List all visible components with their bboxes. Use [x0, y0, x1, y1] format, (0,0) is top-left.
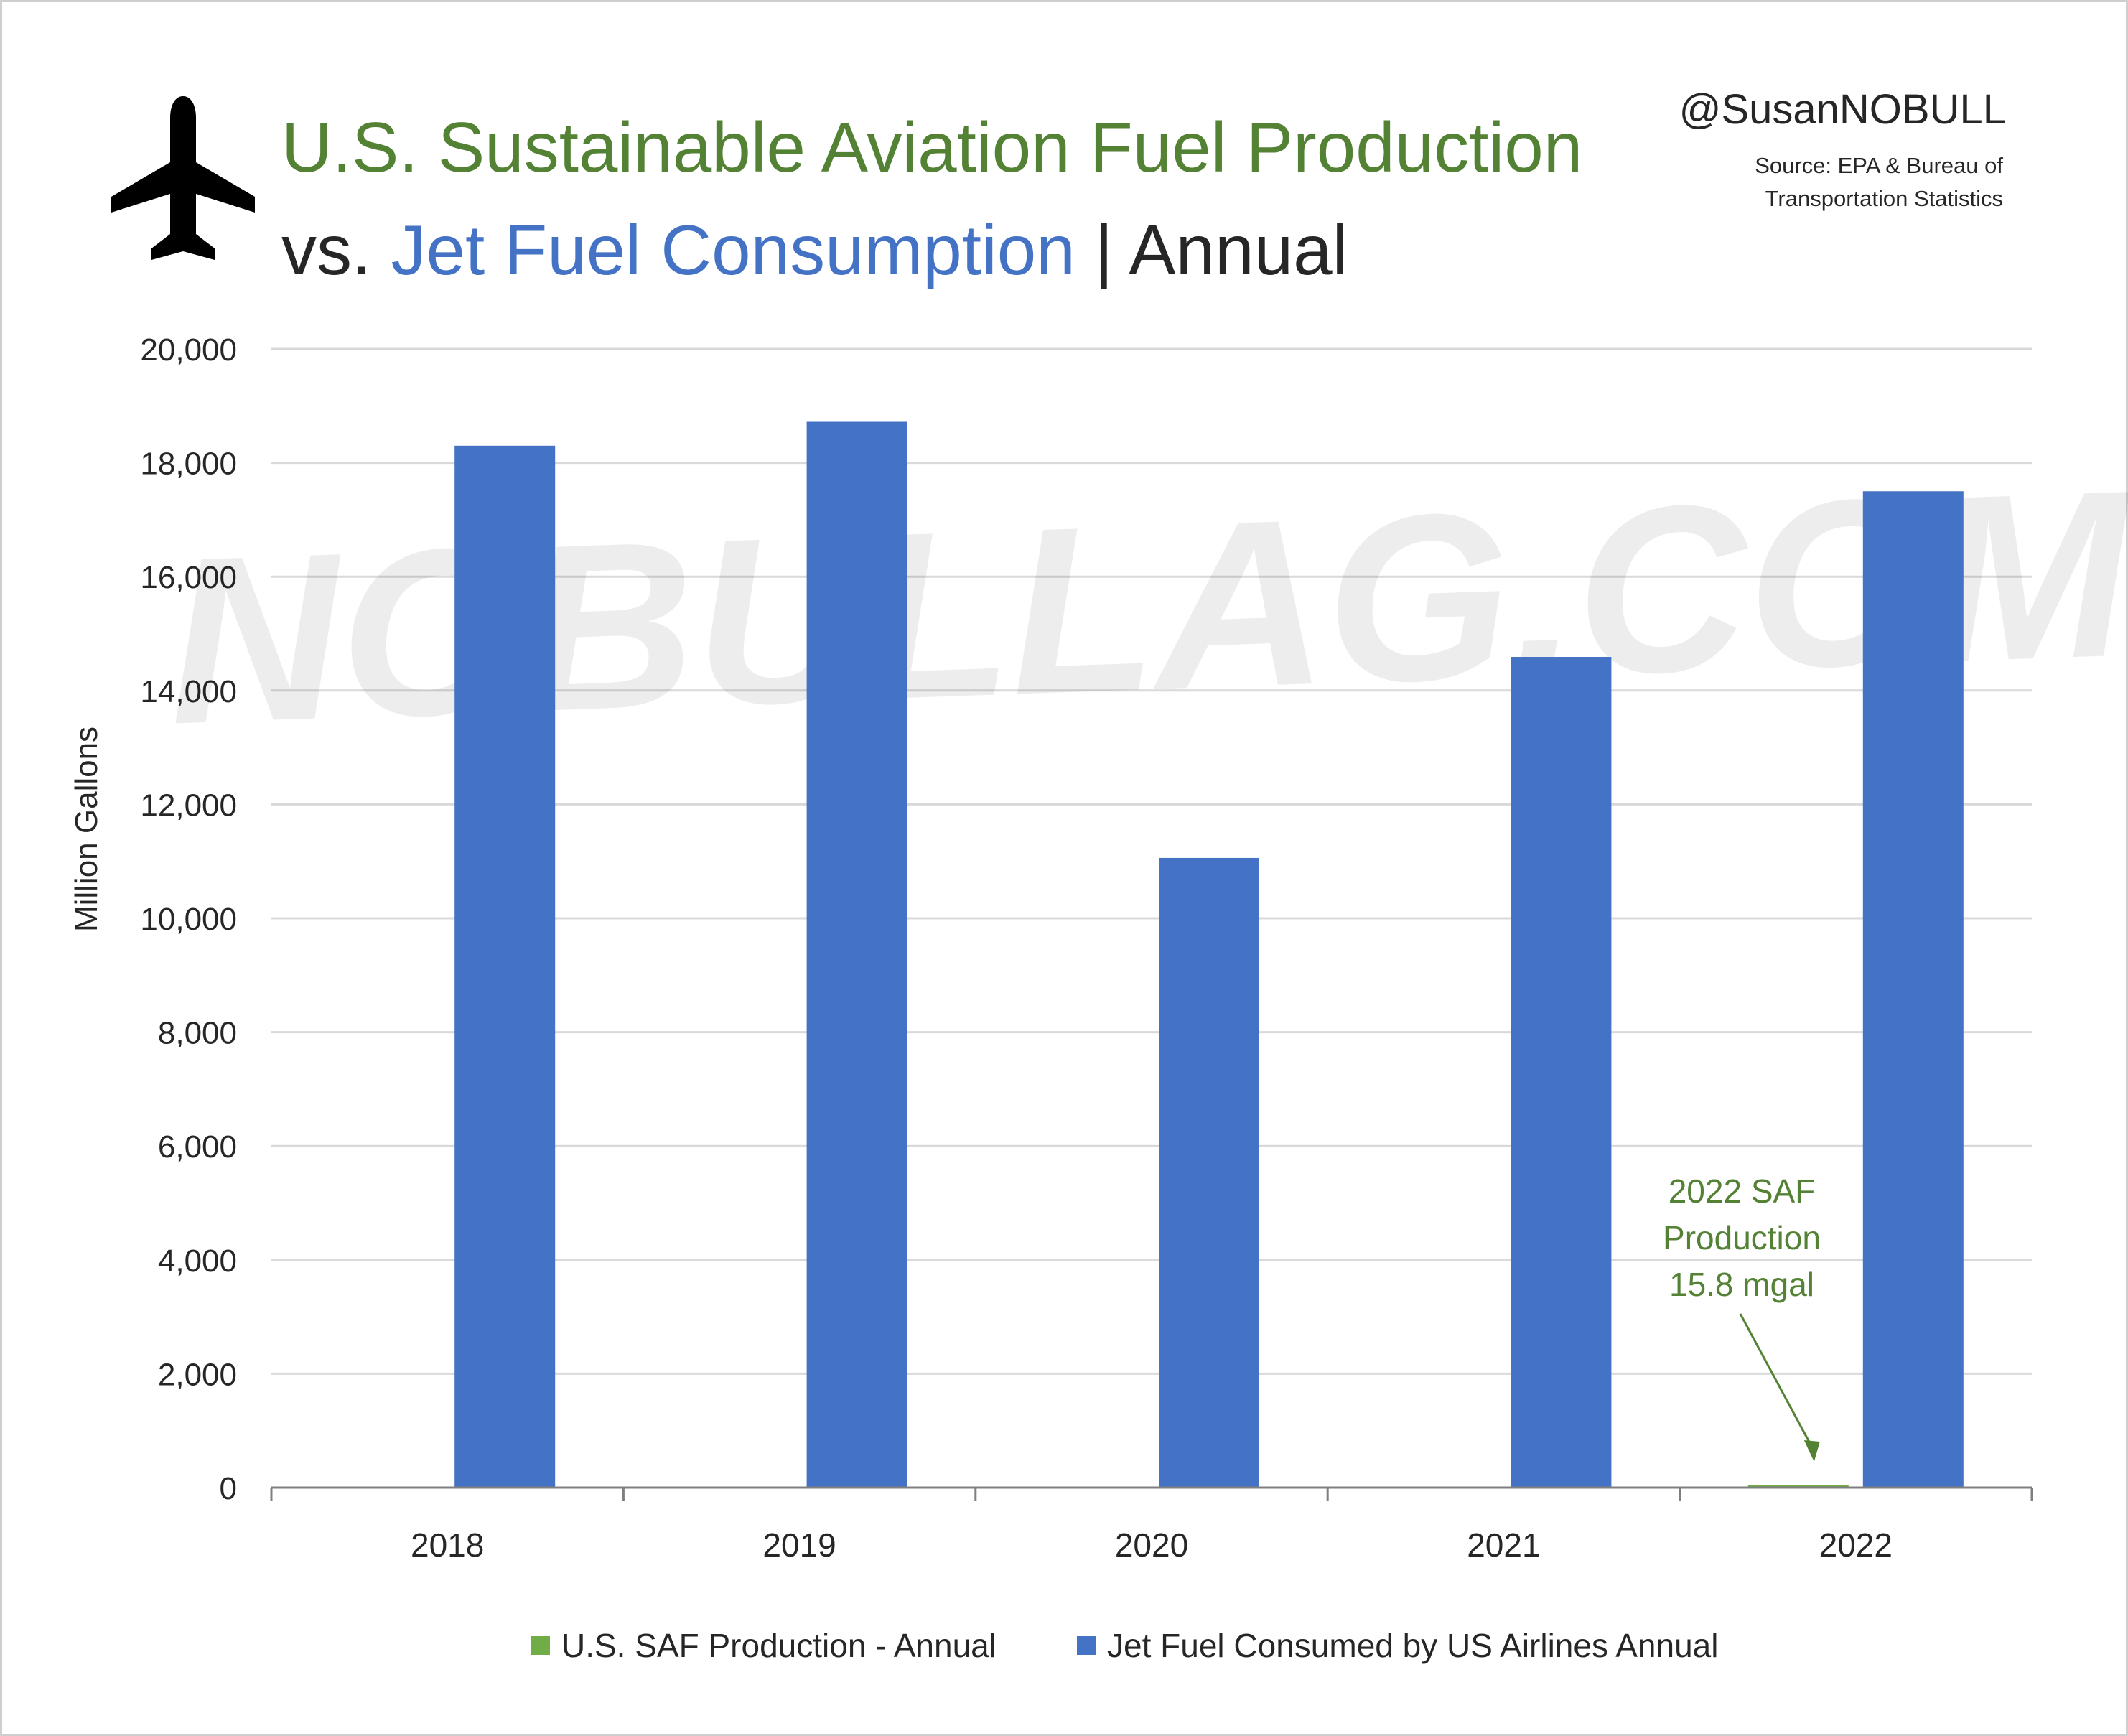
x-tick-label: 2022	[1819, 1526, 1893, 1564]
chart-title-line1: U.S. Sustainable Aviation Fuel Productio…	[281, 108, 1583, 187]
legend-swatch-jet	[1077, 1636, 1096, 1655]
y-tick-label: 6,000	[158, 1129, 237, 1165]
title-jet-fuel: Jet Fuel Consumption	[391, 210, 1075, 289]
chart-title-line2: vs. Jet Fuel Consumption | Annual	[281, 207, 1348, 293]
y-tick-label: 18,000	[140, 447, 237, 482]
legend-item-saf: U.S. SAF Production - Annual	[531, 1624, 997, 1667]
annotation-text: 2022 SAF	[1669, 1172, 1816, 1210]
x-tick-label: 2018	[411, 1526, 484, 1564]
source-note: Source: EPA & Bureau of Transportation S…	[1755, 149, 2003, 215]
annotation-arrowhead	[1803, 1440, 1820, 1462]
y-axis-label: Million Gallons	[69, 727, 104, 932]
x-tick-label: 2020	[1115, 1526, 1188, 1564]
source-line-2: Transportation Statistics	[1765, 186, 2003, 211]
legend-label-saf: U.S. SAF Production - Annual	[561, 1627, 997, 1664]
y-tick-label: 0	[220, 1471, 237, 1506]
author-handle: @SusanNOBULL	[1679, 86, 2006, 133]
annotation-text: 15.8 mgal	[1669, 1266, 1814, 1303]
chart-legend: U.S. SAF Production - Annual Jet Fuel Co…	[0, 1624, 2128, 1667]
airplane-icon	[111, 96, 255, 260]
annotation-text: Production	[1663, 1219, 1821, 1256]
y-tick-label: 2,000	[158, 1357, 237, 1392]
legend-item-jet: Jet Fuel Consumed by US Airlines Annual	[1077, 1624, 1718, 1667]
bar-jet	[806, 421, 907, 1488]
bar-jet	[454, 445, 556, 1488]
annotation-arrow-line	[1739, 1313, 1811, 1444]
legend-swatch-saf	[531, 1636, 550, 1655]
y-tick-label: 10,000	[140, 902, 237, 937]
title-suffix: | Annual	[1075, 210, 1348, 289]
y-tick-label: 12,000	[140, 788, 237, 823]
y-tick-label: 16,000	[140, 560, 237, 595]
y-tick-label: 20,000	[140, 332, 237, 368]
y-tick-label: 4,000	[158, 1243, 237, 1279]
bar-jet	[1511, 657, 1612, 1488]
x-tick-label: 2021	[1467, 1526, 1540, 1564]
bar-jet	[1159, 857, 1259, 1488]
bar-jet	[1862, 491, 1964, 1488]
legend-label-jet: Jet Fuel Consumed by US Airlines Annual	[1107, 1627, 1719, 1664]
x-tick-label: 2019	[762, 1526, 836, 1564]
source-line-1: Source: EPA & Bureau of	[1755, 153, 2003, 178]
title-prefix: vs.	[281, 210, 391, 289]
y-tick-label: 8,000	[158, 1016, 237, 1051]
y-tick-label: 14,000	[140, 674, 237, 709]
